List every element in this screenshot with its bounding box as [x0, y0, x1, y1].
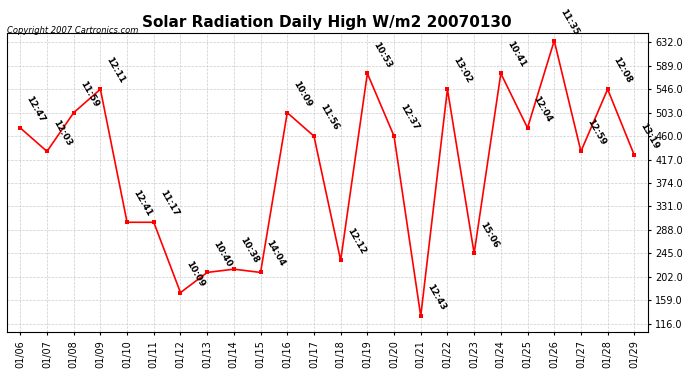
- Text: 10:09: 10:09: [185, 259, 207, 288]
- Text: 12:59: 12:59: [585, 118, 607, 147]
- Text: 10:38: 10:38: [238, 236, 260, 265]
- Text: 11:59: 11:59: [78, 79, 100, 108]
- Text: 12:47: 12:47: [24, 94, 47, 124]
- Text: 14:04: 14:04: [265, 239, 287, 268]
- Text: 13:19: 13:19: [638, 122, 660, 151]
- Text: 12:12: 12:12: [345, 227, 367, 256]
- Text: 12:11: 12:11: [105, 56, 127, 85]
- Text: 10:40: 10:40: [211, 239, 233, 268]
- Text: 13:02: 13:02: [452, 56, 473, 85]
- Text: 15:06: 15:06: [478, 220, 500, 249]
- Text: 10:09: 10:09: [291, 80, 313, 108]
- Text: 10:41: 10:41: [505, 40, 527, 69]
- Title: Solar Radiation Daily High W/m2 20070130: Solar Radiation Daily High W/m2 20070130: [143, 15, 512, 30]
- Text: 12:04: 12:04: [532, 94, 554, 124]
- Text: 11:35: 11:35: [558, 7, 580, 36]
- Text: 12:08: 12:08: [612, 56, 634, 85]
- Text: 10:53: 10:53: [371, 40, 393, 69]
- Text: 11:17: 11:17: [158, 189, 180, 218]
- Text: Copyright 2007 Cartronics.com: Copyright 2007 Cartronics.com: [7, 26, 138, 35]
- Text: 11:56: 11:56: [318, 103, 340, 132]
- Text: 12:37: 12:37: [398, 102, 420, 132]
- Text: 12:03: 12:03: [51, 118, 73, 147]
- Text: 12:41: 12:41: [131, 189, 153, 218]
- Text: 12:43: 12:43: [425, 282, 447, 312]
